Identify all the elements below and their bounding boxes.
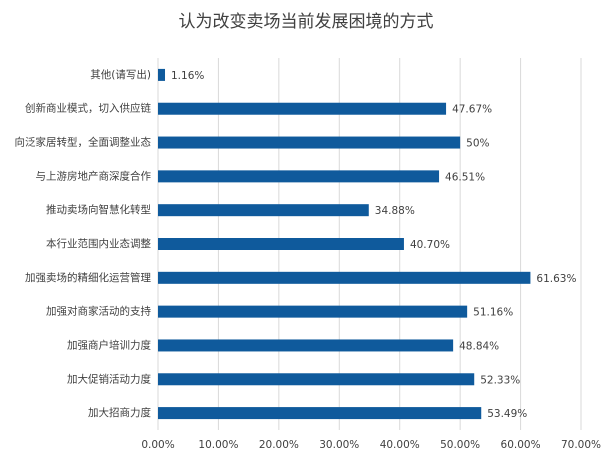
- x-tick-label: 0.00%: [141, 439, 174, 451]
- bar: [158, 407, 482, 420]
- y-tick-label: 与上游房地产商深度合作: [36, 169, 152, 182]
- data-label: 51.16%: [473, 307, 513, 319]
- x-tick-label: 60.00%: [501, 439, 541, 451]
- y-tick-label: 加强商户培训力度: [67, 338, 151, 351]
- bar: [158, 170, 440, 183]
- y-tick-label: 加大招商力度: [88, 406, 151, 419]
- data-label: 1.16%: [171, 70, 204, 82]
- bar: [158, 339, 454, 352]
- data-label: 48.84%: [459, 340, 499, 352]
- x-tick-label: 70.00%: [561, 439, 601, 451]
- bar: [158, 102, 447, 115]
- y-tick-label: 向泛家居转型，全面调整业态: [15, 136, 152, 149]
- x-tick-label: 40.00%: [380, 439, 420, 451]
- data-label: 53.49%: [487, 408, 527, 420]
- y-tick-label: 其他(请写出): [90, 68, 151, 81]
- y-tick-label: 加强卖场的精细化运营管理: [25, 271, 151, 284]
- data-label: 46.51%: [445, 171, 485, 183]
- x-tick-label: 30.00%: [319, 439, 359, 451]
- x-tick-label: 50.00%: [440, 439, 480, 451]
- bar: [158, 271, 531, 284]
- chart-title: 认为改变卖场当前发展困境的方式: [179, 12, 434, 32]
- y-tick-label: 推动卖场向智慧化转型: [46, 203, 151, 216]
- data-label: 47.67%: [452, 104, 492, 116]
- bar: [158, 68, 166, 81]
- y-tick-label: 创新商业模式，切入供应链: [25, 102, 151, 115]
- data-label: 52.33%: [480, 374, 520, 386]
- bar: [158, 204, 369, 217]
- y-tick-label: 加大促销活动力度: [67, 372, 151, 385]
- y-tick-label: 本行业范围内业态调整: [46, 237, 151, 250]
- x-tick-label: 20.00%: [259, 439, 299, 451]
- bar: [158, 305, 468, 318]
- data-label: 61.63%: [536, 273, 576, 285]
- data-label: 50%: [466, 138, 489, 150]
- y-tick-label: 加强对商家活动的支持: [46, 305, 151, 318]
- data-label: 40.70%: [410, 239, 450, 251]
- bar: [158, 373, 475, 386]
- x-tick-label: 10.00%: [198, 439, 238, 451]
- data-label: 34.88%: [375, 205, 415, 217]
- bar: [158, 136, 461, 149]
- bar: [158, 238, 404, 250]
